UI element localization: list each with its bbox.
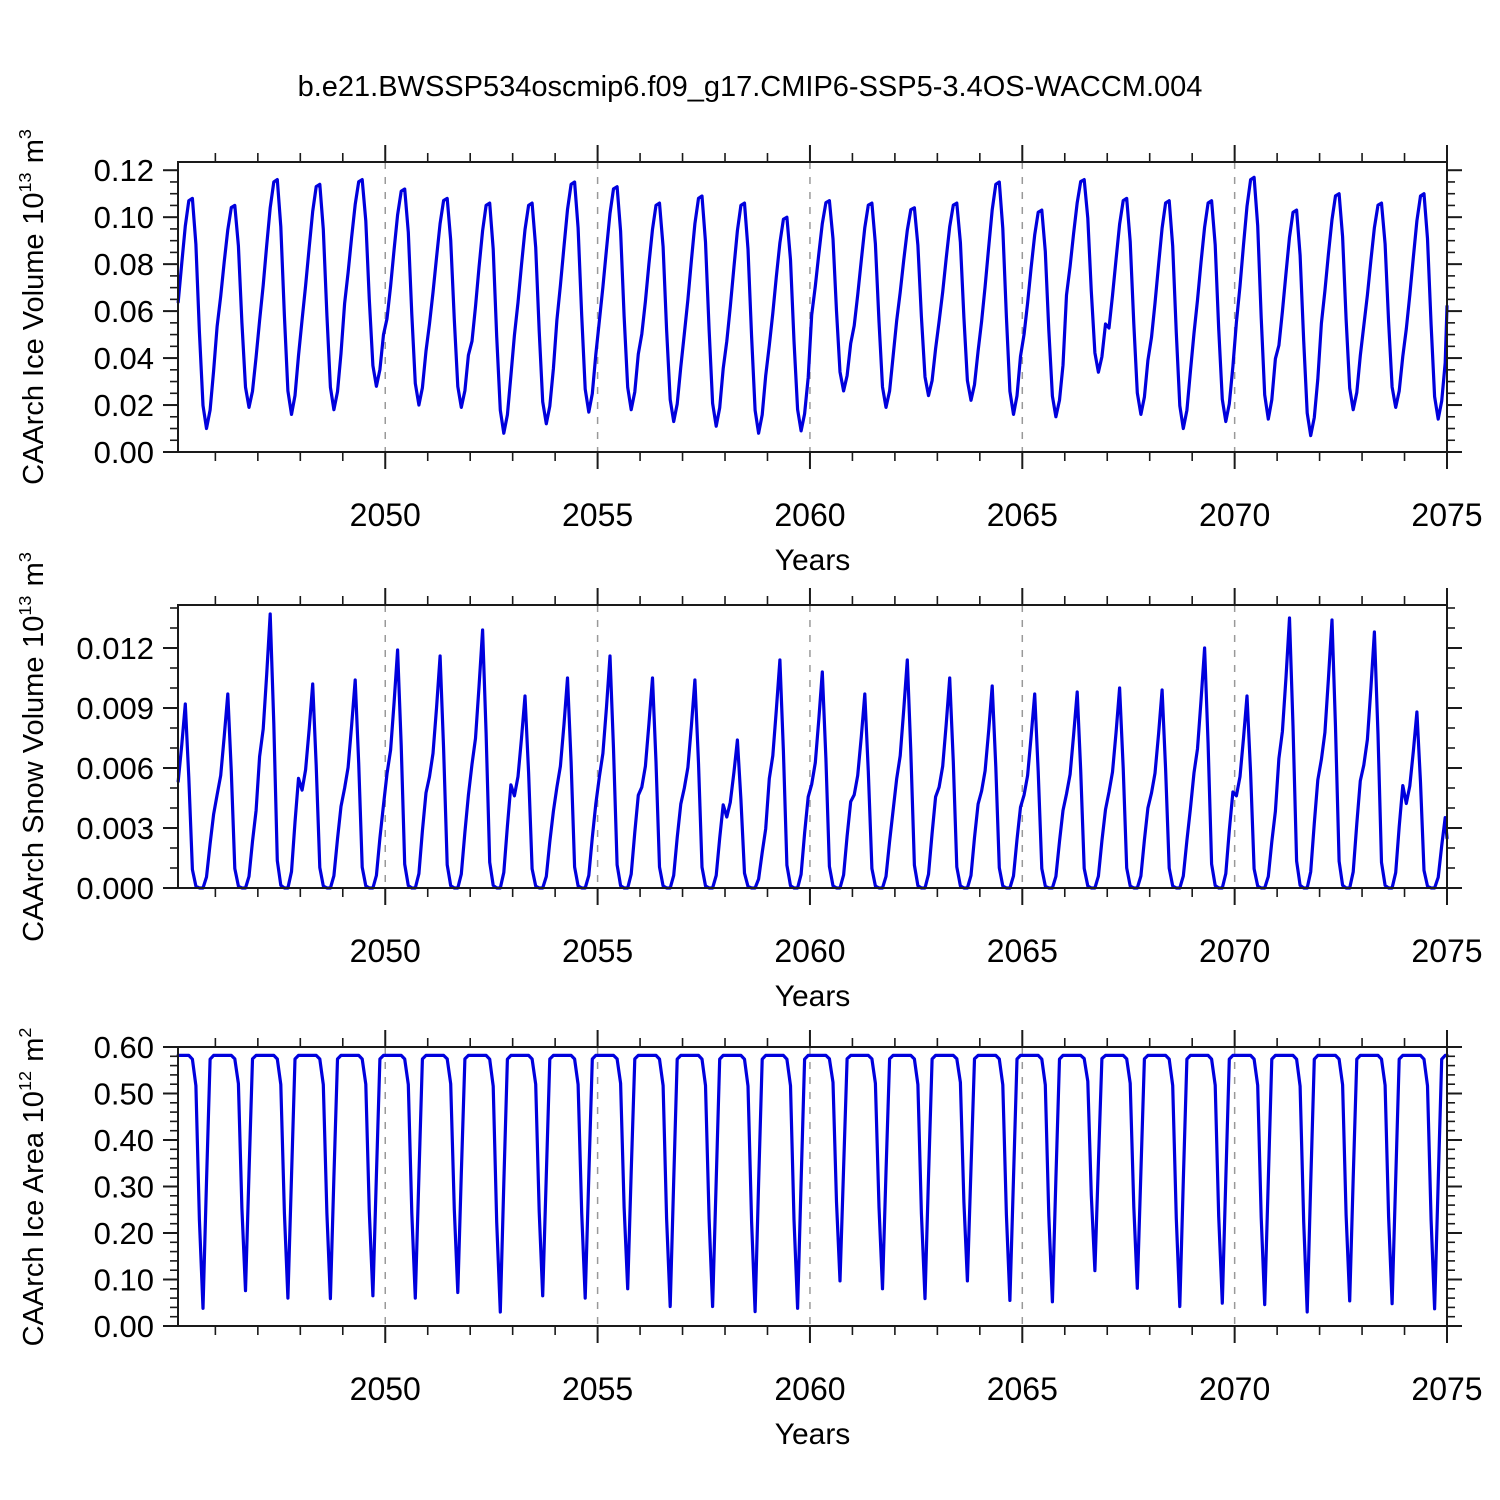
x-axis-title: Years	[775, 1418, 851, 1451]
x-tick-label: 2050	[350, 497, 421, 533]
y-tick-label: 0.12	[94, 153, 154, 188]
y-tick-label: 0.08	[94, 247, 154, 282]
figure-title: b.e21.BWSSP534oscmip6.f09_g17.CMIP6-SSP5…	[297, 71, 1203, 103]
y-tick-label: 0.00	[94, 1309, 154, 1344]
y-tick-label: 0.003	[76, 811, 154, 846]
y-tick-label: 0.009	[76, 691, 154, 726]
x-tick-label: 2055	[562, 1371, 633, 1407]
x-tick-label: 2070	[1199, 497, 1270, 533]
panel-frame-ice-volume	[177, 161, 1448, 453]
y-tick-label: 0.00	[94, 435, 154, 470]
x-tick-label: 2055	[562, 497, 633, 533]
x-tick-label: 2060	[774, 933, 845, 969]
x-tick-label: 2050	[350, 933, 421, 969]
y-tick-label: 0.006	[76, 751, 154, 786]
y-axis-title-text: CAArch Ice Volume1013m3	[15, 129, 50, 485]
x-tick-label: 2075	[1411, 1371, 1482, 1407]
y-tick-label: 0.000	[76, 871, 154, 906]
x-tick-label: 2050	[350, 1371, 421, 1407]
x-tick-label: 2070	[1199, 933, 1270, 969]
y-tick-label: 0.02	[94, 388, 154, 423]
series-line-ice-area	[176, 1053, 1449, 1314]
y-tick-label: 0.60	[94, 1030, 154, 1065]
y-tick-label: 0.40	[94, 1123, 154, 1158]
y-tick-label: 0.012	[76, 631, 154, 666]
y-tick-label: 0.20	[94, 1216, 154, 1251]
y-axis-title-text: CAArch Ice Area1012m2	[15, 1027, 50, 1346]
x-tick-label: 2070	[1199, 1371, 1270, 1407]
y-tick-label: 0.30	[94, 1170, 154, 1205]
x-tick-label: 2065	[987, 1371, 1058, 1407]
x-axis-title: Years	[775, 544, 851, 577]
series-line-ice-volume	[176, 175, 1449, 438]
x-tick-label: 2065	[987, 497, 1058, 533]
y-tick-label: 0.06	[94, 294, 154, 329]
x-tick-label: 2075	[1411, 497, 1482, 533]
panel-frame-snow-volume	[177, 604, 1448, 889]
y-tick-label: 0.10	[94, 200, 154, 235]
x-axis-title: Years	[775, 980, 851, 1013]
y-tick-label: 0.04	[94, 341, 154, 376]
y-tick-label: 0.50	[94, 1077, 154, 1112]
x-tick-label: 2065	[987, 933, 1058, 969]
series-line-snow-volume	[176, 612, 1449, 890]
y-tick-label: 0.10	[94, 1263, 154, 1298]
x-tick-label: 2060	[774, 1371, 845, 1407]
x-tick-label: 2055	[562, 933, 633, 969]
x-tick-label: 2060	[774, 497, 845, 533]
x-tick-label: 2075	[1411, 933, 1482, 969]
y-axis-title-text: CAArch Snow Volume1013m3	[15, 551, 50, 942]
